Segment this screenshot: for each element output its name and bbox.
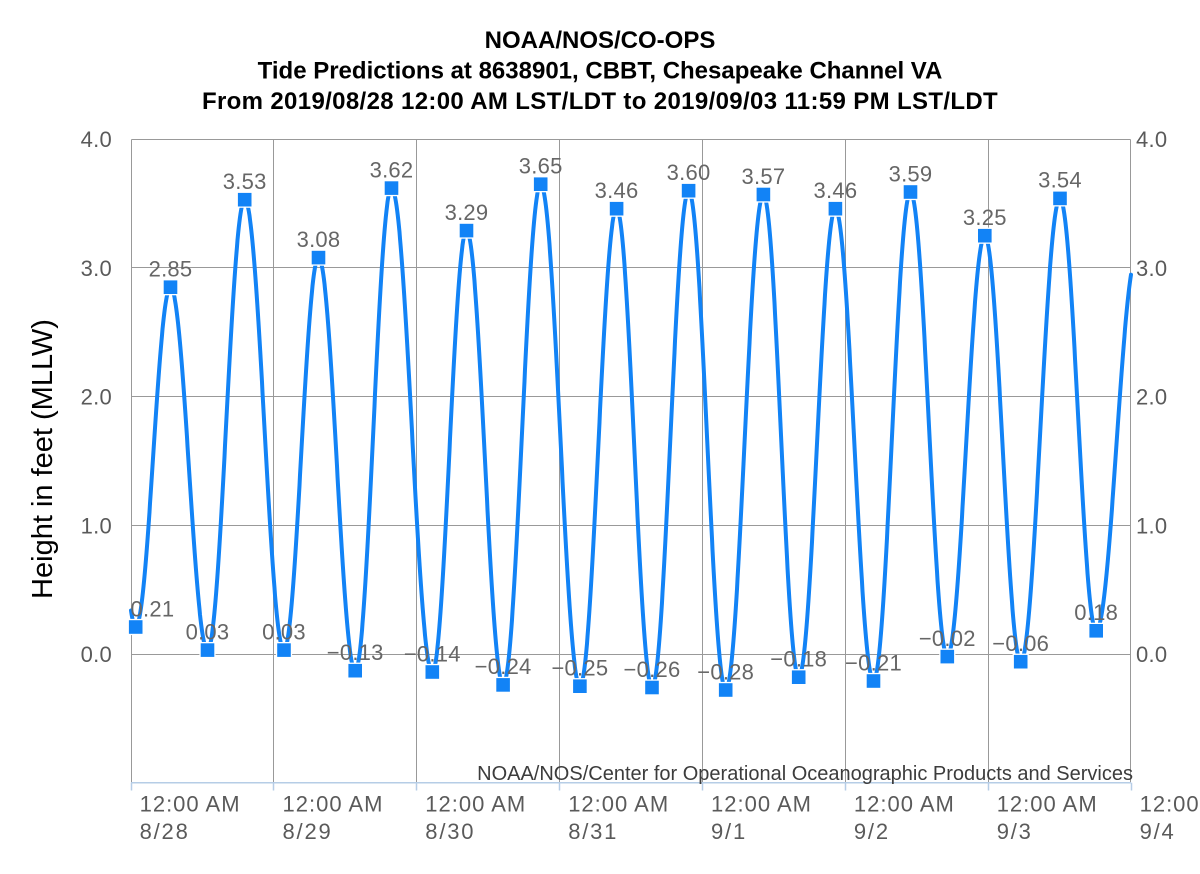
svg-text:12:00 AM: 12:00 AM	[140, 792, 241, 817]
svg-text:From 2019/08/28 12:00 AM LST/L: From 2019/08/28 12:00 AM LST/LDT to 2019…	[202, 88, 998, 115]
svg-text:12:00 AM: 12:00 AM	[711, 792, 812, 817]
svg-text:−0.25: −0.25	[551, 656, 608, 681]
svg-text:0.18: 0.18	[1074, 600, 1118, 625]
svg-text:4.0: 4.0	[1136, 127, 1167, 152]
svg-text:2.85: 2.85	[149, 257, 193, 282]
svg-text:8/30: 8/30	[425, 819, 475, 844]
svg-text:−0.02: −0.02	[919, 626, 976, 651]
svg-text:3.0: 3.0	[81, 256, 112, 281]
svg-text:−0.21: −0.21	[845, 650, 902, 675]
svg-text:0.0: 0.0	[81, 642, 112, 667]
svg-text:4.0: 4.0	[81, 127, 112, 152]
svg-text:2.0: 2.0	[81, 385, 112, 410]
svg-text:3.08: 3.08	[297, 227, 341, 252]
svg-text:1.0: 1.0	[1136, 513, 1167, 538]
svg-text:3.0: 3.0	[1136, 256, 1167, 281]
svg-text:3.59: 3.59	[889, 161, 933, 186]
svg-text:12:00 AM: 12:00 AM	[425, 792, 526, 817]
svg-text:−0.14: −0.14	[404, 641, 461, 666]
svg-text:3.65: 3.65	[519, 154, 563, 179]
svg-text:9/3: 9/3	[997, 819, 1033, 844]
svg-text:2.0: 2.0	[1136, 385, 1167, 410]
svg-text:1.0: 1.0	[81, 513, 112, 538]
svg-text:0.03: 0.03	[186, 619, 230, 644]
svg-text:12:00 AM: 12:00 AM	[283, 792, 384, 817]
svg-text:3.46: 3.46	[595, 178, 639, 203]
svg-text:NOAA/NOS/Center for Operationa: NOAA/NOS/Center for Operational Oceanogr…	[477, 763, 1133, 785]
svg-text:−0.28: −0.28	[697, 659, 754, 684]
svg-text:−0.13: −0.13	[327, 640, 384, 665]
svg-text:−0.24: −0.24	[475, 654, 532, 679]
svg-text:Height in feet (MLLW): Height in feet (MLLW)	[27, 319, 59, 599]
svg-text:0.03: 0.03	[262, 619, 306, 644]
svg-text:3.29: 3.29	[445, 200, 489, 225]
svg-text:3.57: 3.57	[741, 164, 785, 189]
svg-text:NOAA/NOS/CO-OPS: NOAA/NOS/CO-OPS	[485, 27, 716, 54]
svg-text:3.53: 3.53	[223, 169, 267, 194]
svg-text:0.21: 0.21	[130, 596, 174, 621]
svg-text:9/2: 9/2	[854, 819, 890, 844]
svg-text:12:00 AM: 12:00 AM	[1140, 792, 1200, 817]
svg-text:3.62: 3.62	[370, 157, 414, 182]
svg-text:−0.18: −0.18	[770, 647, 827, 672]
svg-text:3.25: 3.25	[963, 205, 1007, 230]
svg-text:Tide Predictions at 8638901, C: Tide Predictions at 8638901, CBBT, Chesa…	[258, 58, 943, 85]
svg-text:3.60: 3.60	[667, 160, 711, 185]
svg-text:8/28: 8/28	[140, 819, 190, 844]
svg-text:−0.26: −0.26	[624, 657, 681, 682]
svg-text:12:00 AM: 12:00 AM	[568, 792, 669, 817]
svg-text:12:00 AM: 12:00 AM	[854, 792, 955, 817]
svg-text:9/4: 9/4	[1140, 819, 1176, 844]
svg-text:3.54: 3.54	[1038, 168, 1082, 193]
svg-text:12:00 AM: 12:00 AM	[997, 792, 1098, 817]
svg-text:8/29: 8/29	[283, 819, 333, 844]
svg-text:0.0: 0.0	[1136, 642, 1167, 667]
svg-text:3.46: 3.46	[813, 178, 857, 203]
svg-text:8/31: 8/31	[568, 819, 618, 844]
svg-text:9/1: 9/1	[711, 819, 747, 844]
svg-text:−0.06: −0.06	[992, 631, 1049, 656]
